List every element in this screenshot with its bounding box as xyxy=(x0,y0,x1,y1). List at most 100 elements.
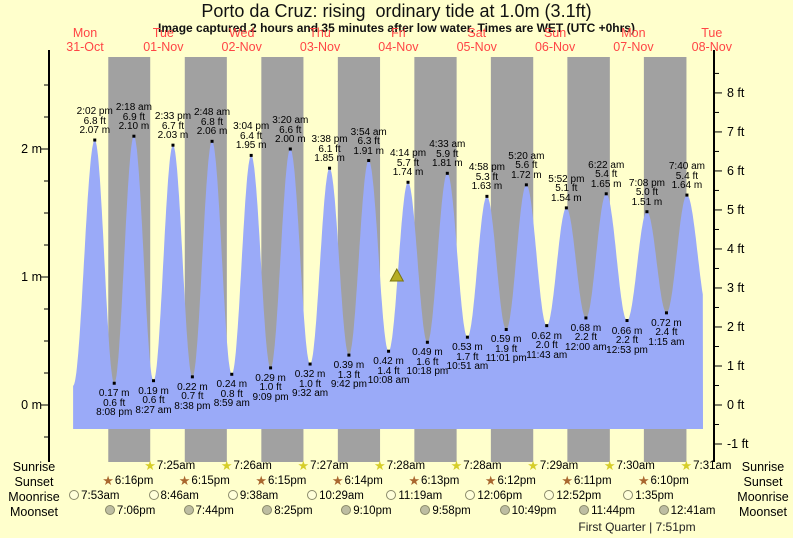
sunset-star-icon: ★ xyxy=(561,473,574,488)
tide-point-dot xyxy=(347,353,351,357)
high-tide-label: 4:14 pm 5.7 ft 1.74 m xyxy=(389,148,427,179)
sunrise-star-icon: ★ xyxy=(450,458,463,473)
current-tide-marker xyxy=(389,267,405,282)
day-label: Wed 02-Nov xyxy=(221,26,262,54)
astro-row-label-right: Moonrise xyxy=(737,490,789,504)
sunset-event: ★6:15pm xyxy=(255,474,307,487)
moonrise-event: 9:38am xyxy=(227,490,278,502)
moonset-circle-icon xyxy=(499,505,510,515)
moonrise-circle-icon xyxy=(307,490,318,500)
sunset-time: 6:14pm xyxy=(344,475,383,487)
sunset-time: 6:15pm xyxy=(191,475,230,487)
high-tide-label: 2:48 am 6.8 ft 2.06 m xyxy=(193,107,231,138)
moonrise-circle-icon xyxy=(148,490,159,500)
moonset-event: 8:25pm xyxy=(262,505,313,517)
tide-point-dot xyxy=(230,372,234,376)
axis-label-m: 1 m xyxy=(21,270,42,284)
sunset-star-icon: ★ xyxy=(102,473,114,488)
moonset-time: 12:41am xyxy=(670,505,716,517)
high-tide-label: 2:18 am 6.9 ft 2.10 m xyxy=(115,102,152,133)
high-tide-label: 2:33 pm 6.7 ft 2.03 m xyxy=(154,111,192,142)
sunrise-time: 7:30am xyxy=(616,460,655,472)
sunrise-event: ★7:28am xyxy=(374,459,426,472)
astro-row-label-left: Sunset xyxy=(14,475,54,489)
tide-point-dot xyxy=(406,180,410,184)
tide-point-dot xyxy=(328,166,332,170)
sunset-event: ★6:12pm xyxy=(485,474,536,487)
moonrise-event: 1:35pm xyxy=(623,490,674,502)
moonrise-circle-icon xyxy=(386,490,397,500)
high-tide-label: 3:54 am 6.3 ft 1.91 m xyxy=(350,126,387,157)
sunset-event: ★6:13pm xyxy=(408,474,460,487)
moonrise-time: 12:06pm xyxy=(477,490,523,502)
tide-point-dot xyxy=(152,379,156,383)
low-tide-label: 0.29 m 1.0 ft 9:09 pm xyxy=(252,372,289,403)
sunrise-event: ★7:25am xyxy=(144,458,195,473)
tide-point-dot xyxy=(171,143,175,147)
moon-phase-note: First Quarter | 7:51pm xyxy=(578,520,696,534)
moonset-event: 12:41am xyxy=(658,505,716,517)
tide-point-dot xyxy=(685,193,689,197)
moonrise-event: 10:29am xyxy=(307,490,364,502)
moonrise-event: 11:19am xyxy=(386,490,442,502)
axis-label-m: 0 m xyxy=(21,398,42,412)
chart-subtitle: Image captured 2 hours and 35 minutes af… xyxy=(158,21,635,35)
sunrise-star-icon: ★ xyxy=(144,458,156,473)
tide-point-dot xyxy=(664,311,668,315)
sunrise-time: 7:29am xyxy=(539,460,579,472)
high-tide-label: 3:38 pm 6.1 ft 1.85 m xyxy=(311,134,348,165)
tide-point-dot xyxy=(524,183,528,187)
low-tide-label: 0.24 m 0.8 ft 8:59 am xyxy=(213,379,250,410)
moonrise-event: 7:53am xyxy=(69,490,120,502)
astro-row-label-left: Moonset xyxy=(10,505,58,519)
sunset-star-icon: ★ xyxy=(178,473,191,488)
tide-point-dot xyxy=(425,340,429,344)
day-label: Thu 03-Nov xyxy=(299,26,341,54)
moonset-time: 10:49pm xyxy=(511,505,557,517)
tide-point-dot xyxy=(93,138,97,142)
moonrise-event: 8:46am xyxy=(148,490,199,502)
high-tide-label: 4:33 am 5.9 ft 1.81 m xyxy=(429,139,466,170)
astro-row-label-right: Sunrise xyxy=(741,460,785,474)
tide-point-dot xyxy=(387,349,391,353)
axis-label-ft: 3 ft xyxy=(727,280,745,295)
axis-label-ft: -1 ft xyxy=(727,437,749,451)
moonset-circle-icon xyxy=(658,505,669,515)
moonset-time: 9:10pm xyxy=(353,505,392,517)
high-tide-label: 4:58 pm 5.3 ft 1.63 m xyxy=(468,162,505,193)
sunset-time: 6:10pm xyxy=(650,475,689,487)
day-label: Mon 31-Oct xyxy=(66,26,104,54)
sunset-time: 6:13pm xyxy=(421,475,460,487)
sunset-event: ★6:11pm xyxy=(561,473,611,488)
axis-label-ft: 5 ft xyxy=(727,202,745,217)
tide-point-dot xyxy=(367,159,371,163)
day-label: Fri 04-Nov xyxy=(378,26,419,54)
tide-point-dot xyxy=(485,194,489,198)
tide-point-dot xyxy=(445,171,449,175)
day-label: Sun 06-Nov xyxy=(534,26,576,54)
low-tide-label: 0.53 m 1.7 ft 10:51 am xyxy=(446,342,489,373)
axis-label-ft: 7 ft xyxy=(727,124,745,139)
moonset-event: 7:06pm xyxy=(104,505,156,517)
tide-point-dot xyxy=(288,147,292,151)
axis-label-ft: 6 ft xyxy=(727,163,745,178)
chart-title: Porto da Cruz: rising ordinary tide at 1… xyxy=(201,1,592,21)
tide-point-dot xyxy=(210,139,214,143)
moonset-event: 9:10pm xyxy=(341,505,392,517)
sunset-time: 6:15pm xyxy=(267,475,307,487)
sunset-event: ★6:10pm xyxy=(638,474,689,487)
tide-point-dot xyxy=(112,381,116,385)
moonset-time: 7:06pm xyxy=(116,505,156,517)
astro-row-label-left: Moonrise xyxy=(8,490,60,504)
sunset-event: ★6:15pm xyxy=(178,473,230,488)
moonset-event: 10:49pm xyxy=(499,505,557,517)
axis-label-ft: 0 ft xyxy=(727,398,745,412)
sunset-time: 6:16pm xyxy=(114,475,154,487)
axis-label-m: 2 m xyxy=(21,142,42,156)
moonset-time: 9:58pm xyxy=(432,505,471,517)
moonrise-circle-icon xyxy=(623,490,634,500)
sunrise-time: 7:28am xyxy=(386,460,426,472)
tide-point-dot xyxy=(132,134,136,138)
low-tide-label: 0.22 m 0.7 ft 8:38 pm xyxy=(174,381,211,412)
